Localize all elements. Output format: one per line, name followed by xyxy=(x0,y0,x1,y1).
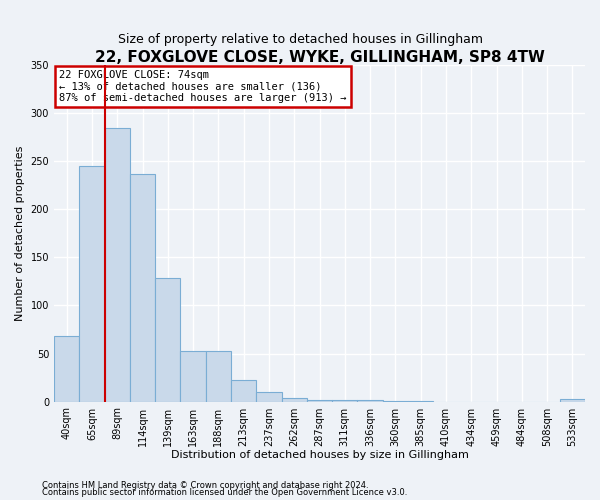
Text: Contains HM Land Registry data © Crown copyright and database right 2024.: Contains HM Land Registry data © Crown c… xyxy=(42,480,368,490)
Bar xyxy=(358,400,383,402)
Bar xyxy=(155,278,181,402)
Text: Size of property relative to detached houses in Gillingham: Size of property relative to detached ho… xyxy=(118,32,482,46)
Bar xyxy=(256,392,281,402)
Title: 22, FOXGLOVE CLOSE, WYKE, GILLINGHAM, SP8 4TW: 22, FOXGLOVE CLOSE, WYKE, GILLINGHAM, SP… xyxy=(95,50,544,65)
Bar xyxy=(181,350,206,402)
Bar xyxy=(307,400,332,402)
Bar xyxy=(130,174,155,402)
Text: 22 FOXGLOVE CLOSE: 74sqm
← 13% of detached houses are smaller (136)
87% of semi-: 22 FOXGLOVE CLOSE: 74sqm ← 13% of detach… xyxy=(59,70,347,103)
Bar xyxy=(281,398,307,402)
Y-axis label: Number of detached properties: Number of detached properties xyxy=(15,146,25,321)
X-axis label: Distribution of detached houses by size in Gillingham: Distribution of detached houses by size … xyxy=(170,450,469,460)
Bar xyxy=(383,400,408,402)
Bar xyxy=(332,400,358,402)
Bar xyxy=(231,380,256,402)
Bar xyxy=(104,128,130,402)
Bar xyxy=(206,350,231,402)
Text: Contains public sector information licensed under the Open Government Licence v3: Contains public sector information licen… xyxy=(42,488,407,497)
Bar xyxy=(79,166,104,402)
Bar xyxy=(54,336,79,402)
Bar xyxy=(560,398,585,402)
Bar xyxy=(408,400,433,402)
